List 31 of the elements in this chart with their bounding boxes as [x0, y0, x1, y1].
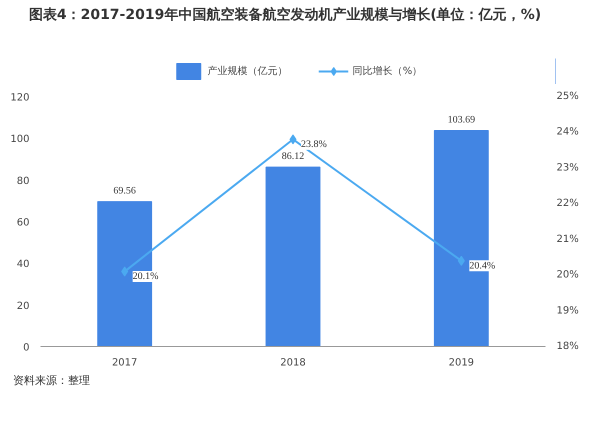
- chart-title: 图表4：2017-2019年中国航空装备航空发动机产业规模与增长(单位：亿元，%): [28, 6, 542, 25]
- text: 资料来源：整理: [13, 373, 90, 389]
- bar: [266, 166, 320, 346]
- data-label: 23.8%: [301, 138, 327, 150]
- data-label: 103.69: [448, 114, 476, 126]
- data-label: 20.4%: [469, 260, 496, 272]
- y2-tick-label: 24%: [556, 126, 579, 138]
- y2-tick-label: 19%: [556, 305, 579, 316]
- y-tick-label: 80: [16, 176, 30, 187]
- y-tick-label: 100: [10, 134, 30, 146]
- data-label: 20.1%: [132, 271, 159, 282]
- y2-tick-label: 23%: [556, 162, 579, 174]
- x-tick-label: 2019: [448, 358, 474, 368]
- legend-label: 同比增长（%）: [352, 64, 422, 78]
- data-label: 69.56: [113, 186, 136, 197]
- y-tick-label: 0: [23, 342, 30, 354]
- x-tick-label: 2018: [280, 358, 306, 368]
- x-tick-label: 2017: [112, 358, 138, 368]
- y2-tick-label: 21%: [556, 234, 579, 245]
- y-tick-label: 60: [16, 218, 30, 228]
- y-tick-label: 120: [10, 92, 30, 104]
- point: [458, 256, 465, 266]
- point: [121, 266, 128, 276]
- y2-tick-label: 20%: [556, 270, 579, 281]
- y-tick-label: 20: [16, 300, 30, 312]
- y2-tick-label: 25%: [556, 91, 579, 102]
- y2-tick-label: 22%: [556, 198, 579, 210]
- y-tick-label: 40: [16, 259, 30, 270]
- y2-tick-label: 18%: [556, 341, 579, 352]
- legend-label: 产业规模（亿元）: [208, 64, 288, 78]
- data-label: 86.12: [282, 151, 304, 162]
